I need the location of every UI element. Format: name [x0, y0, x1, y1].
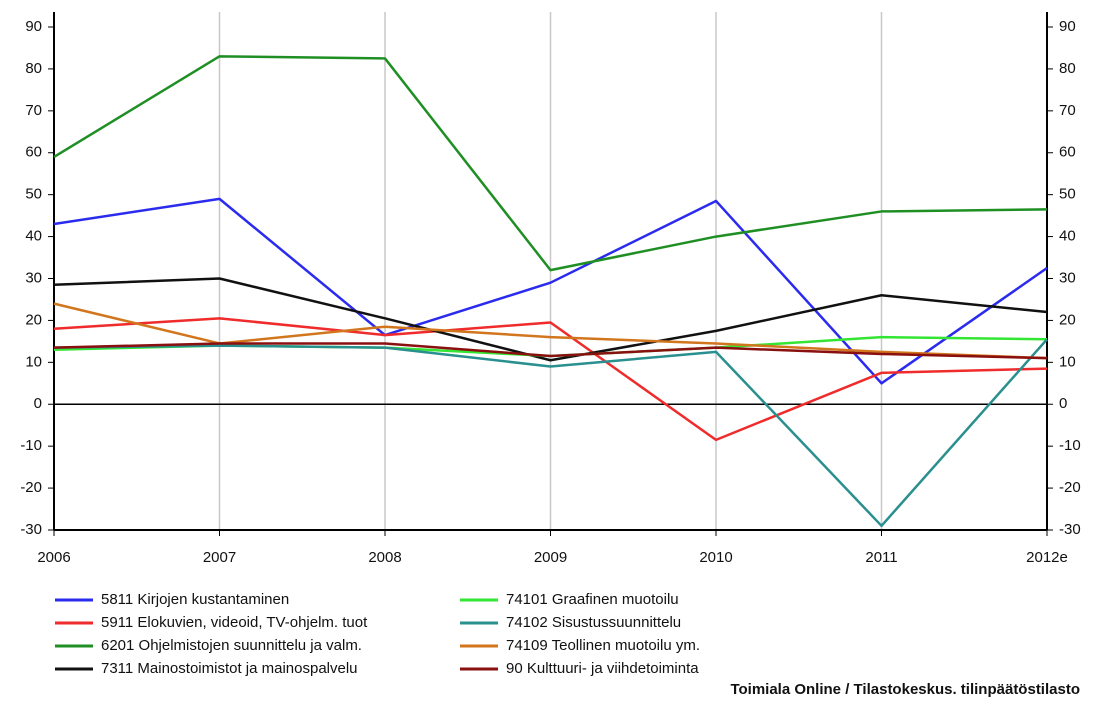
x-tick-label: 2008 — [368, 549, 401, 566]
y-tick-label: 90 — [25, 18, 42, 35]
y-tick-label: -20 — [20, 479, 42, 496]
series-line — [53, 197, 1048, 385]
x-tick-label: 2011 — [865, 549, 897, 566]
legend-label: 74109 Teollinen muotoilu ym. — [506, 637, 700, 654]
y-tick-label: 80 — [25, 60, 42, 77]
series-line — [53, 342, 1048, 360]
y2-tick-label: -30 — [1059, 521, 1081, 538]
y2-tick-label: 80 — [1059, 60, 1076, 77]
y-tick-label: 50 — [25, 186, 42, 203]
x-tick-label: 2007 — [203, 549, 236, 566]
legend-label: 7311 Mainostoimistot ja mainospalvelu — [101, 660, 358, 677]
y-tick-label: 40 — [25, 228, 42, 245]
y2-tick-label: 40 — [1059, 228, 1076, 245]
x-tick-label: 2009 — [534, 549, 567, 566]
y-tick-label: 10 — [25, 353, 42, 370]
y2-tick-label: 60 — [1059, 144, 1076, 161]
legend-label: 5911 Elokuvien, videoid, TV-ohjelm. tuot — [101, 614, 368, 631]
x-tick-label: 2012e — [1026, 549, 1068, 566]
series-line — [53, 55, 1048, 272]
x-tick-label: 2006 — [37, 549, 70, 566]
y-tick-label: 20 — [25, 311, 42, 328]
legend-label: 5811 Kirjojen kustantaminen — [101, 591, 289, 608]
y-tick-label: 70 — [25, 102, 42, 119]
y2-tick-label: 0 — [1059, 395, 1067, 412]
y2-tick-label: 90 — [1059, 18, 1076, 35]
y2-tick-label: 30 — [1059, 269, 1076, 286]
legend-label: 6201 Ohjelmistojen suunnittelu ja valm. — [101, 637, 362, 654]
y-tick-label: 30 — [25, 269, 42, 286]
y2-tick-label: 70 — [1059, 102, 1076, 119]
y-tick-label: 0 — [34, 395, 42, 412]
series-line — [53, 338, 1048, 528]
y2-tick-label: 50 — [1059, 186, 1076, 203]
source: Toimiala Online / Tilastokeskus. tilinpä… — [730, 681, 1080, 698]
x-tick-label: 2010 — [699, 549, 732, 566]
y2-tick-label: 10 — [1059, 353, 1076, 370]
y2-tick-label: 20 — [1059, 311, 1076, 328]
y-tick-label: -10 — [20, 437, 42, 454]
legend-label: 74101 Graafinen muotoilu — [506, 591, 679, 608]
legend-label: 74102 Sisustussuunnittelu — [506, 614, 681, 631]
y2-tick-label: -20 — [1059, 479, 1081, 496]
y2-tick-label: -10 — [1059, 437, 1081, 454]
series-line — [53, 277, 1048, 362]
legend-label: 90 Kulttuuri- ja viihdetoiminta — [506, 660, 699, 677]
y-tick-label: -30 — [20, 521, 42, 538]
y-tick-label: 60 — [25, 144, 42, 161]
series-line — [53, 317, 1048, 442]
